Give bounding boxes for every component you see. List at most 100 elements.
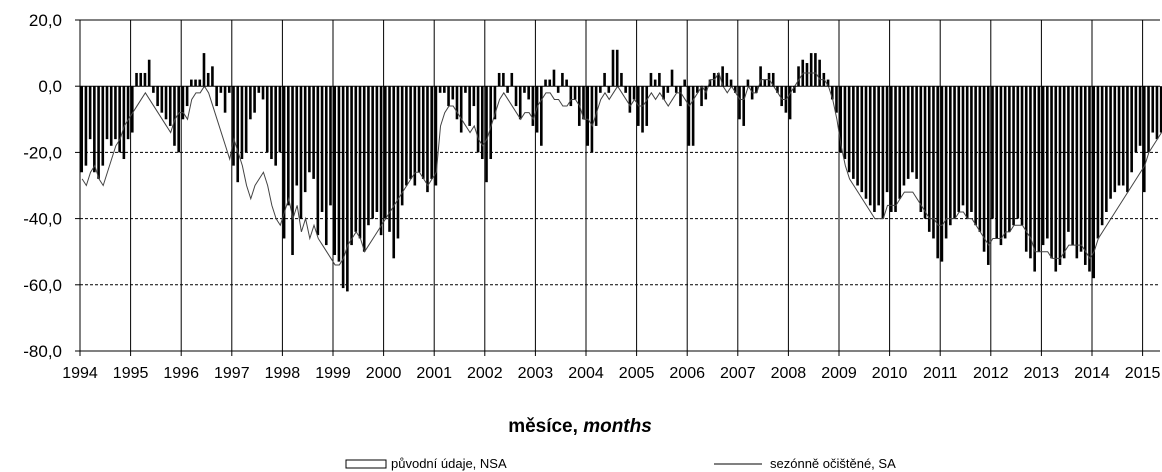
nsa-bar xyxy=(932,86,935,239)
nsa-bar xyxy=(729,79,733,87)
nsa-bar xyxy=(860,86,864,193)
nsa-bar xyxy=(160,86,164,113)
nsa-bar xyxy=(375,86,379,212)
nsa-bar xyxy=(902,86,906,186)
nsa-bar xyxy=(476,86,480,153)
nsa-bar xyxy=(944,86,948,239)
nsa-bar xyxy=(502,72,505,87)
nsa-bar xyxy=(561,72,564,87)
nsa-bar xyxy=(927,86,931,232)
nsa-bar xyxy=(244,86,248,153)
x-tick-label: 2005 xyxy=(619,365,655,382)
nsa-bar xyxy=(295,86,299,186)
y-tick-label: -80,0 xyxy=(23,342,62,361)
nsa-bar xyxy=(809,53,813,87)
x-tick-label: 1998 xyxy=(265,365,301,382)
nsa-bar xyxy=(185,86,189,107)
nsa-bar xyxy=(118,86,121,153)
nsa-bar xyxy=(514,86,518,107)
x-tick-label: 2012 xyxy=(973,365,1009,382)
nsa-bar xyxy=(738,86,741,120)
nsa-bar xyxy=(548,79,552,87)
nsa-bar xyxy=(569,86,573,107)
nsa-bar xyxy=(413,86,417,186)
nsa-bar xyxy=(978,86,982,232)
nsa-bar xyxy=(371,86,374,219)
nsa-bar xyxy=(1083,86,1087,265)
nsa-bar xyxy=(991,86,994,219)
nsa-bar xyxy=(683,79,686,87)
x-tick-label: 2004 xyxy=(568,365,604,382)
x-tick-label: 2011 xyxy=(923,365,958,382)
nsa-bar xyxy=(497,72,501,87)
nsa-bar xyxy=(885,86,889,193)
nsa-bar xyxy=(923,86,927,219)
nsa-bar xyxy=(126,86,130,140)
nsa-bar xyxy=(1113,86,1117,193)
nsa-bar xyxy=(970,86,973,212)
nsa-bar xyxy=(329,86,332,206)
nsa-bar xyxy=(961,86,965,206)
nsa-bar xyxy=(240,86,244,160)
nsa-bar xyxy=(173,86,176,146)
nsa-bar xyxy=(253,86,256,113)
nsa-bar xyxy=(535,86,539,133)
nsa-bar xyxy=(607,86,611,93)
nsa-bar xyxy=(1041,86,1045,246)
nsa-bar xyxy=(236,86,240,183)
x-tick-label: 2002 xyxy=(467,365,503,382)
nsa-bar xyxy=(599,86,602,93)
nsa-bar xyxy=(603,72,606,87)
nsa-bar xyxy=(620,72,623,87)
nsa-bar xyxy=(131,86,134,133)
nsa-bar xyxy=(261,86,265,100)
nsa-bar xyxy=(358,86,362,239)
nsa-bar xyxy=(615,49,619,87)
nsa-bar xyxy=(135,72,138,87)
nsa-bar xyxy=(540,86,543,146)
nsa-bar xyxy=(362,86,366,252)
nsa-bar xyxy=(645,86,649,126)
nsa-bar xyxy=(1109,86,1112,199)
nsa-bar xyxy=(211,66,214,87)
nsa-bar xyxy=(957,86,961,212)
nsa-bar xyxy=(1138,86,1142,146)
nsa-bar xyxy=(202,53,206,87)
nsa-bar xyxy=(523,86,526,93)
nsa-bar xyxy=(793,86,796,93)
nsa-bar xyxy=(443,86,446,93)
nsa-bar xyxy=(219,86,223,93)
nsa-bar xyxy=(312,86,315,179)
nsa-bar xyxy=(1092,86,1096,279)
nsa-bar xyxy=(666,86,670,93)
x-tick-label: 2007 xyxy=(720,365,756,382)
nsa-bar xyxy=(1151,86,1155,133)
sa-line xyxy=(81,71,1162,266)
x-axis-title: měsíce, months xyxy=(508,416,652,437)
nsa-bar xyxy=(582,86,585,120)
nsa-bar xyxy=(518,86,522,120)
nsa-bar xyxy=(839,86,843,153)
nsa-bar xyxy=(898,86,902,199)
nsa-bar xyxy=(257,86,261,93)
nsa-bar xyxy=(881,86,885,219)
nsa-bar xyxy=(417,86,421,173)
nsa-bar xyxy=(447,86,450,107)
nsa-bar xyxy=(864,86,868,199)
nsa-bar xyxy=(936,86,939,259)
nsa-bar xyxy=(181,86,185,120)
nsa-bar xyxy=(565,79,568,87)
nsa-bar xyxy=(1020,86,1024,226)
nsa-bar xyxy=(877,86,880,206)
nsa-bar xyxy=(1003,86,1007,239)
nsa-bar xyxy=(1012,86,1015,226)
nsa-bar xyxy=(489,86,493,160)
nsa-bar xyxy=(451,86,455,100)
nsa-bar xyxy=(346,86,349,292)
nsa-bar xyxy=(265,86,269,153)
nsa-bar xyxy=(400,86,404,206)
nsa-bar xyxy=(367,86,370,226)
nsa-bar xyxy=(278,86,282,153)
nsa-bar xyxy=(1155,86,1159,140)
